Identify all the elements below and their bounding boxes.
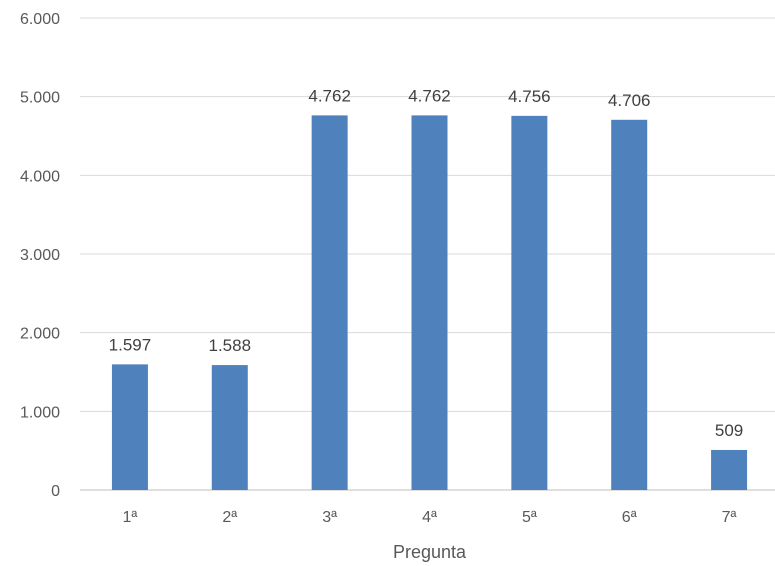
y-tick-label: 5.000 <box>20 90 60 107</box>
data-labels: 1.597 1.588 4.762 4.762 4.756 4.706 509 <box>109 86 744 440</box>
y-tick-label: 3.000 <box>20 247 60 264</box>
bar <box>711 449 748 490</box>
bar <box>511 115 548 491</box>
data-label: 4.762 <box>408 86 451 105</box>
bar <box>311 115 348 490</box>
data-label: 1.597 <box>109 335 152 354</box>
x-tick-label: 6ª <box>622 509 637 526</box>
x-tick-label: 4ª <box>422 509 437 526</box>
data-label: 509 <box>715 421 743 440</box>
x-tick-label: 5ª <box>522 509 537 526</box>
data-label: 1.588 <box>209 336 252 355</box>
data-label: 4.756 <box>508 87 551 106</box>
bar <box>611 119 648 490</box>
data-label: 4.762 <box>308 86 351 105</box>
x-axis-title: Pregunta <box>393 542 467 562</box>
bars <box>111 115 748 491</box>
bar <box>211 365 248 490</box>
y-tick-label: 4.000 <box>20 168 60 185</box>
data-label: 4.706 <box>608 91 651 110</box>
x-tick-label: 3ª <box>322 509 337 526</box>
y-axis-tick-labels: 0 1.000 2.000 3.000 4.000 5.000 6.000 <box>20 11 60 500</box>
x-tick-label: 7ª <box>722 509 737 526</box>
y-tick-label: 1.000 <box>20 404 60 421</box>
x-tick-label: 1ª <box>123 509 138 526</box>
y-tick-label: 0 <box>51 483 60 500</box>
y-tick-label: 6.000 <box>20 11 60 28</box>
x-tick-label: 2ª <box>222 509 237 526</box>
x-axis-tick-labels: 1ª 2ª 3ª 4ª 5ª 6ª 7ª <box>123 509 737 526</box>
bar <box>411 115 448 490</box>
bar <box>111 364 148 490</box>
y-tick-label: 2.000 <box>20 326 60 343</box>
